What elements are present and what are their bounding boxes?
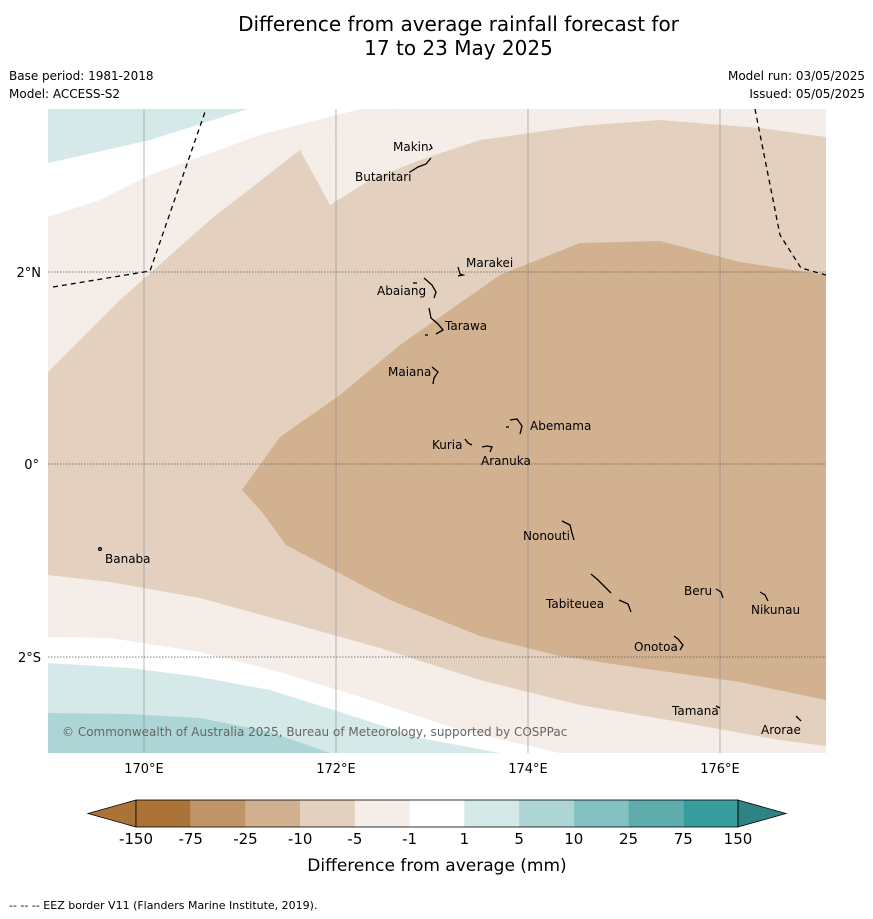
- colorbar-segment: [245, 800, 301, 827]
- colorbar-segment: [136, 800, 191, 827]
- place-label-maiana: Maiana: [388, 365, 431, 379]
- place-label-onotoa: Onotoa: [634, 640, 678, 654]
- model-name: Model: ACCESS-S2: [9, 87, 121, 101]
- eez-borders: [52, 109, 826, 288]
- colorbar: -150 -75 -25 -10 -5 -1 1 5 10 25 75 150 Difference …: [86, 799, 788, 876]
- island-arorae: [795, 715, 802, 722]
- place-label-nikunau: Nikunau: [751, 603, 800, 617]
- meta-left: Base period: 1981-2018 Model: ACCESS-S2: [9, 67, 154, 103]
- colorbar-tick-label: -75: [178, 830, 203, 848]
- model-run: Model run: 03/05/2025: [727, 69, 865, 83]
- colorbar-tick-label: 1: [460, 830, 470, 848]
- colorbar-segment: [464, 800, 520, 827]
- island-maiana: [431, 366, 439, 385]
- colorbar-tick-label: 150: [724, 830, 753, 848]
- place-label-tarawa: Tarawa: [444, 319, 487, 333]
- title-line-2: 17 to 23 May 2025: [364, 36, 553, 60]
- island-tabiteuea-north: [590, 573, 612, 594]
- lat-label-0: 0°: [24, 458, 39, 473]
- colorbar-segment: [300, 800, 355, 827]
- colorbar-segment: [519, 800, 574, 827]
- colorbar-tick-label: 5: [514, 830, 524, 848]
- lon-label-172e: 172°E: [316, 762, 356, 777]
- band-south-wetter: [48, 713, 330, 753]
- map-title: Difference from average rainfall forecas…: [0, 12, 873, 60]
- place-label-abemama: Abemama: [530, 419, 591, 433]
- place-label-tamana: Tamana: [671, 704, 719, 718]
- place-label-nonouti: Nonouti: [523, 529, 570, 543]
- colorbar-outline: [135, 799, 739, 828]
- island-makin: [428, 143, 433, 151]
- band-north-wet: [48, 109, 248, 163]
- lat-label-2n: 2°N: [17, 266, 42, 281]
- meridians: [143, 109, 721, 753]
- island-aranuka: [481, 445, 493, 453]
- island-nonouti: [561, 520, 575, 541]
- place-label-butaritari: Butaritari: [355, 170, 412, 184]
- meta-right: Model run: 03/05/2025 Issued: 05/05/2025: [728, 67, 865, 103]
- island-kuria: [464, 438, 473, 446]
- lat-label-2s: 2°S: [18, 651, 41, 666]
- title-line-1: Difference from average rainfall forecas…: [238, 12, 679, 36]
- island-tamana: [715, 705, 721, 709]
- place-label-makin: Makin: [393, 140, 429, 154]
- longitude-axis: 170°E 172°E 174°E 176°E: [124, 762, 740, 777]
- colorbar-tick-label: 10: [564, 830, 583, 848]
- colorbar-tick-label: 75: [674, 830, 693, 848]
- colorbar-tick-label: -150: [119, 830, 153, 848]
- rainfall-field: Makin Butaritari Marakei Abaiang Tarawa …: [48, 109, 826, 753]
- colorbar-tick-label: -10: [288, 830, 313, 848]
- island-nikunau: [759, 591, 769, 602]
- colorbar-segment: [354, 800, 410, 827]
- lon-label-174e: 174°E: [508, 762, 548, 777]
- island-marakei: [457, 266, 466, 277]
- place-label-beru: Beru: [684, 584, 712, 598]
- colorbar-segment: [190, 800, 246, 827]
- colorbar-arrow-high: [737, 799, 788, 828]
- island-tabiteuea-south: [618, 599, 632, 613]
- issued-date: Issued: 05/05/2025: [749, 87, 865, 101]
- eez-border-east: [754, 109, 826, 276]
- place-label-arorae: Arorae: [761, 723, 801, 737]
- latitude-axis: 2°N 0° 2°S: [17, 266, 42, 666]
- island-abemama: [509, 418, 523, 435]
- colorbar-tick-label: -5: [347, 830, 362, 848]
- base-period: Base period: 1981-2018: [9, 69, 154, 83]
- colorbar-segments: [86, 799, 788, 828]
- island-beru: [715, 588, 724, 599]
- lon-label-176e: 176°E: [700, 762, 740, 777]
- dry-core: [242, 241, 826, 700]
- colorbar-segment: [683, 800, 738, 827]
- place-label-aranuka: Aranuka: [481, 454, 531, 468]
- place-labels: Makin Butaritari Marakei Abaiang Tarawa …: [105, 140, 801, 737]
- copyright-credit: © Commonwealth of Australia 2025, Bureau…: [62, 725, 567, 739]
- place-label-kuria: Kuria: [432, 438, 463, 452]
- colorbar-title: Difference from average (mm): [307, 856, 566, 876]
- island-tarawa: [428, 307, 444, 335]
- place-label-tabiteuea: Tabiteuea: [545, 597, 604, 611]
- colorbar-ticks: -150 -75 -25 -10 -5 -1 1 5 10 25 75 150: [119, 830, 752, 848]
- colorbar-segment: [573, 800, 629, 827]
- place-label-abaiang: Abaiang: [377, 284, 426, 298]
- colorbar-segment: [628, 800, 684, 827]
- place-label-marakei: Marakei: [466, 256, 513, 270]
- lon-label-170e: 170°E: [124, 762, 164, 777]
- island-banaba: [97, 546, 103, 552]
- colorbar-tick-label: -1: [402, 830, 417, 848]
- colorbar-segment: [409, 800, 465, 827]
- eez-footnote: -- -- -- EEZ border V11 (Flanders Marine…: [9, 899, 318, 912]
- place-label-banaba: Banaba: [105, 552, 151, 566]
- colorbar-tick-label: -25: [233, 830, 258, 848]
- island-onotoa: [673, 635, 684, 651]
- band-northeast-light: [300, 109, 826, 205]
- island-butaritari: [409, 157, 432, 173]
- parallels: [48, 271, 826, 658]
- colorbar-arrow-low: [86, 799, 137, 828]
- colorbar-tick-label: 25: [619, 830, 638, 848]
- islands: [97, 143, 802, 722]
- island-abaiang: [423, 277, 437, 299]
